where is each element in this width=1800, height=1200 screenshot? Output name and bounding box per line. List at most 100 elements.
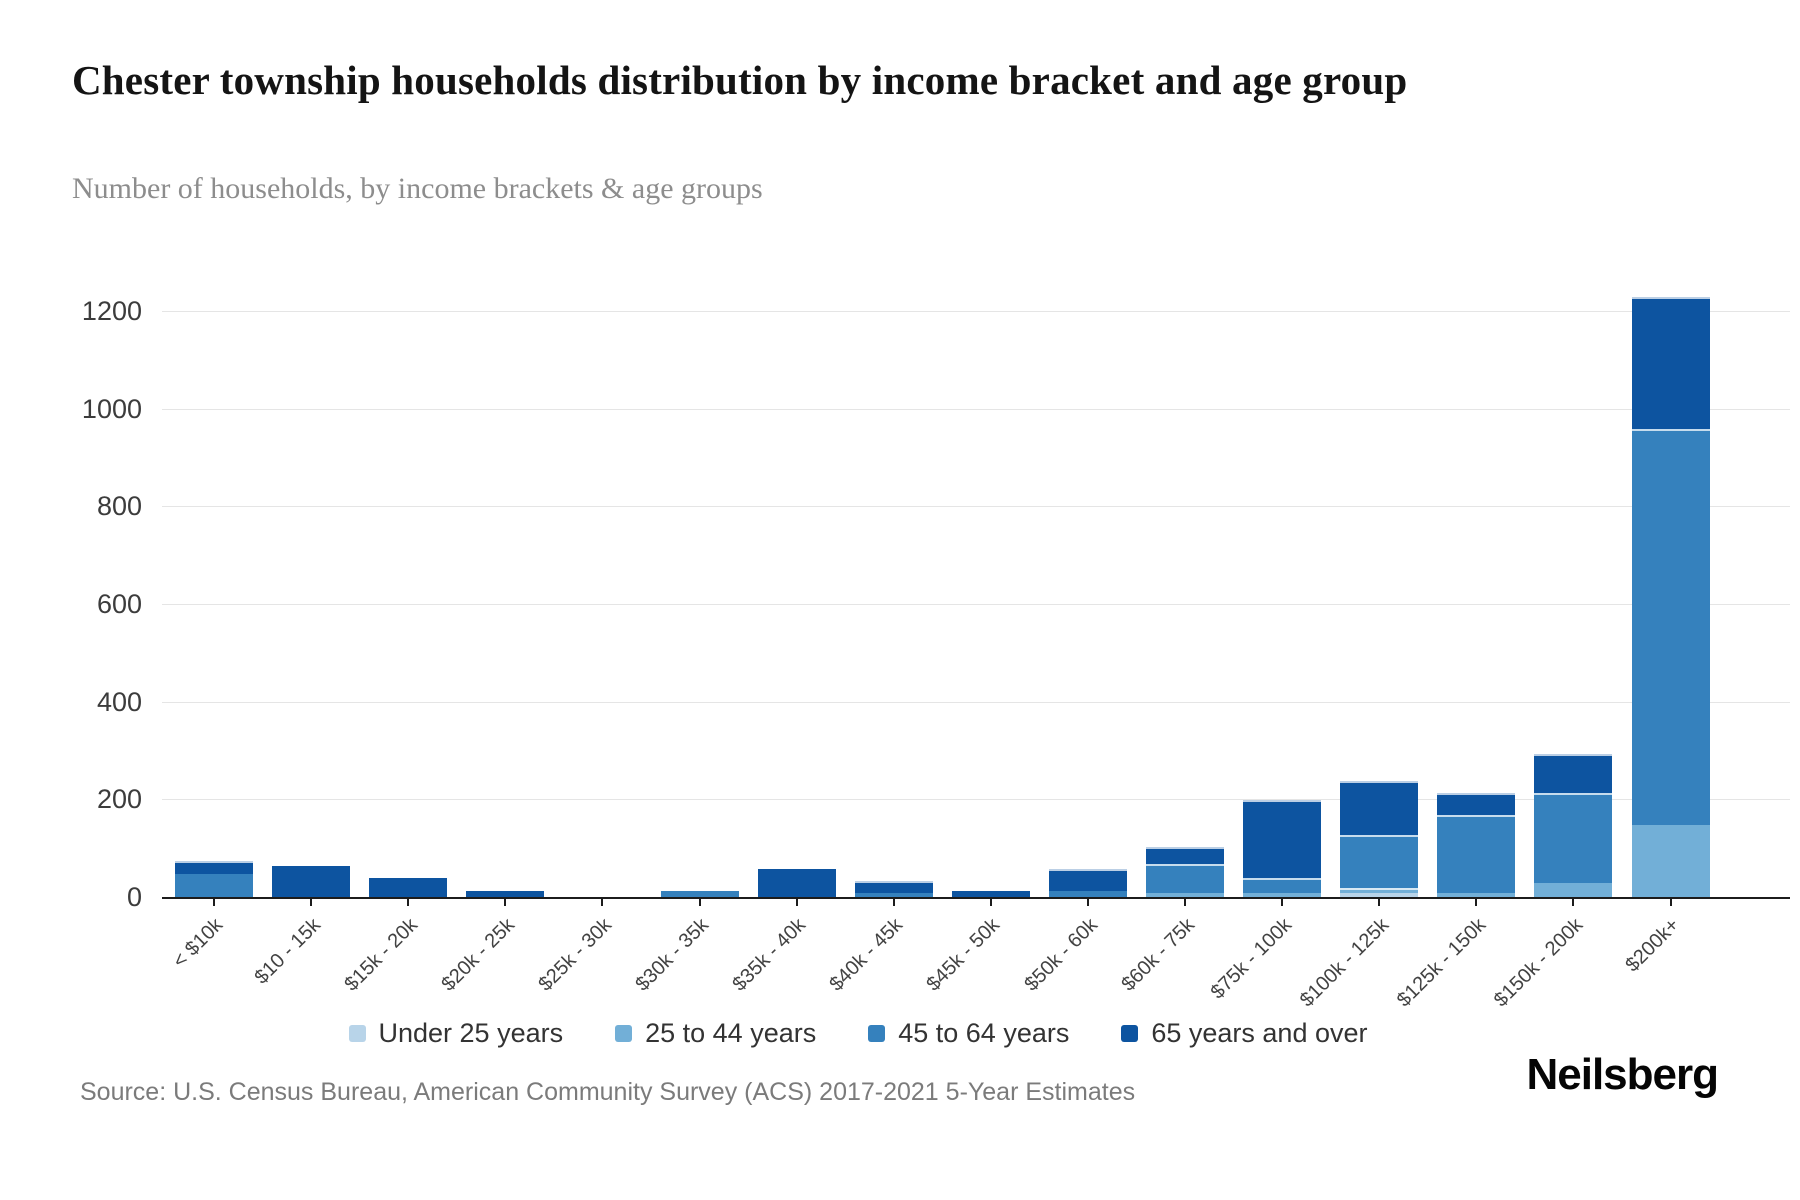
bar-segment[interactable] (1631, 824, 1710, 898)
bar--10-15k[interactable] (272, 866, 351, 898)
bar-segment[interactable] (1534, 793, 1613, 884)
x-axis-label: < $10k (169, 914, 228, 973)
bar--10k[interactable] (175, 861, 253, 898)
x-axis-label: $15k - 20k (340, 914, 422, 996)
x-axis-label: $60k - 75k (1116, 914, 1199, 996)
x-axis-tick (1669, 899, 1672, 906)
y-axis-label: 1200 (81, 296, 142, 327)
legend-label: 25 to 44 years (645, 1018, 817, 1048)
bar-segment[interactable] (1631, 429, 1710, 825)
x-axis-label: $200k+ (1621, 914, 1685, 977)
bar--200k+[interactable] (1631, 297, 1710, 898)
x-axis-label: $40k - 45k (825, 914, 908, 996)
neilsberg-logo[interactable]: Neilsberg (1526, 1050, 1719, 1099)
bar-segment[interactable] (1048, 868, 1127, 891)
bar-segment[interactable] (1534, 753, 1613, 794)
bar--20k-25k[interactable] (466, 890, 545, 898)
x-axis-tick (213, 899, 215, 906)
legend-item-65-years-and-over[interactable]: 65 years and over (1121, 1018, 1368, 1049)
bar-segment[interactable] (1243, 878, 1322, 894)
bar--40k-45k[interactable] (854, 880, 933, 898)
gridline-y-600 (162, 604, 1790, 606)
x-axis-tick (504, 899, 507, 906)
x-axis-label: $10 - 15k (250, 914, 325, 989)
bar-segment[interactable] (175, 873, 253, 898)
bar-segment[interactable] (854, 880, 933, 894)
x-axis-label: $100k - 125k (1295, 914, 1393, 1012)
x-axis-label: $20k - 25k (437, 914, 519, 996)
bar--75k-100k[interactable] (1243, 800, 1322, 898)
bar-segment[interactable] (1146, 863, 1224, 894)
chart-legend: Under 25 years 25 to 44 years 45 to 64 yea… (0, 1018, 1716, 1049)
bar--100k-125k[interactable] (1340, 780, 1419, 898)
bar--45k-50k[interactable] (951, 890, 1030, 898)
bar-segment[interactable] (369, 878, 448, 898)
bar-segment[interactable] (1437, 893, 1516, 898)
x-axis-tick (1184, 899, 1186, 906)
bar--125k-150k[interactable] (1437, 793, 1516, 898)
legend-item-45-to-64-years[interactable]: 45 to 64 years (868, 1018, 1069, 1049)
bar--15k-20k[interactable] (369, 878, 448, 898)
bar-segment[interactable] (1340, 834, 1419, 889)
legend-swatch-icon (348, 1025, 366, 1042)
legend-item-25-to-44-years[interactable]: 25 to 44 years (615, 1018, 816, 1049)
bar-segment[interactable] (272, 866, 351, 898)
bar-segment[interactable] (1631, 297, 1710, 430)
bar-segment[interactable] (175, 861, 253, 874)
x-axis-label: $30k - 35k (631, 914, 714, 996)
legend-label: 65 years and over (1151, 1018, 1368, 1048)
x-axis-tick (795, 899, 798, 906)
bar-segment[interactable] (1340, 893, 1419, 898)
bar--150k-200k[interactable] (1534, 753, 1613, 898)
y-axis-label: 600 (96, 589, 142, 620)
bar-segment[interactable] (757, 868, 836, 898)
gridline-y-1000 (162, 408, 1790, 410)
legend-label: 45 to 64 years (898, 1018, 1070, 1048)
bar-segment[interactable] (1146, 893, 1224, 898)
legend-label: Under 25 years (378, 1018, 564, 1048)
x-axis-tick (892, 899, 895, 906)
bar--50k-60k[interactable] (1048, 868, 1127, 898)
bar--35k-40k[interactable] (757, 868, 836, 898)
x-axis-tick (698, 899, 701, 906)
bar-segment[interactable] (1146, 846, 1224, 864)
x-axis-tick (1281, 899, 1284, 906)
bar-segment[interactable] (1340, 780, 1419, 835)
bar-segment[interactable] (1243, 893, 1322, 898)
bar-segment[interactable] (466, 890, 545, 898)
source-note: Source: U.S. Census Bureau, American Com… (80, 1078, 1136, 1106)
bar--60k-75k[interactable] (1146, 846, 1224, 898)
x-axis-label: $150k - 200k (1489, 914, 1587, 1012)
x-axis-label: $25k - 30k (534, 914, 616, 996)
x-axis-tick (310, 899, 313, 906)
bar-segment[interactable] (1048, 890, 1127, 898)
bar-segment[interactable] (660, 890, 739, 898)
legend-swatch-icon (1121, 1025, 1139, 1042)
x-axis-tick (1572, 899, 1575, 906)
bar-segment[interactable] (1437, 793, 1516, 815)
chart-subtitle: Number of households, by income brackets… (72, 172, 763, 205)
x-axis-label: $45k - 50k (922, 914, 1005, 996)
y-axis-label: 800 (96, 491, 142, 522)
bar--30k-35k[interactable] (660, 890, 739, 898)
x-axis-tick (989, 899, 992, 906)
bar-segment[interactable] (854, 893, 933, 898)
bar-segment[interactable] (1243, 800, 1322, 879)
x-axis-label: $125k - 150k (1392, 914, 1490, 1012)
legend-swatch-icon (615, 1025, 633, 1042)
x-axis-label: $35k - 40k (728, 914, 811, 996)
bar-segment[interactable] (1437, 815, 1516, 894)
bar-segment[interactable] (1534, 883, 1613, 898)
legend-item-under-25-years[interactable]: Under 25 years (348, 1018, 564, 1049)
x-axis-tick (407, 899, 410, 906)
bar-segment[interactable] (1340, 888, 1419, 894)
legend-swatch-icon (868, 1025, 886, 1042)
x-axis-line (162, 897, 1790, 899)
x-axis-tick (1378, 899, 1381, 906)
bar-segment[interactable] (951, 890, 1030, 898)
y-axis-label: 400 (96, 686, 142, 717)
x-axis-tick (1475, 899, 1478, 906)
x-axis-label: $75k - 100k (1206, 914, 1296, 1004)
x-axis-label: $50k - 60k (1019, 914, 1102, 996)
gridline-y-800 (162, 506, 1790, 508)
